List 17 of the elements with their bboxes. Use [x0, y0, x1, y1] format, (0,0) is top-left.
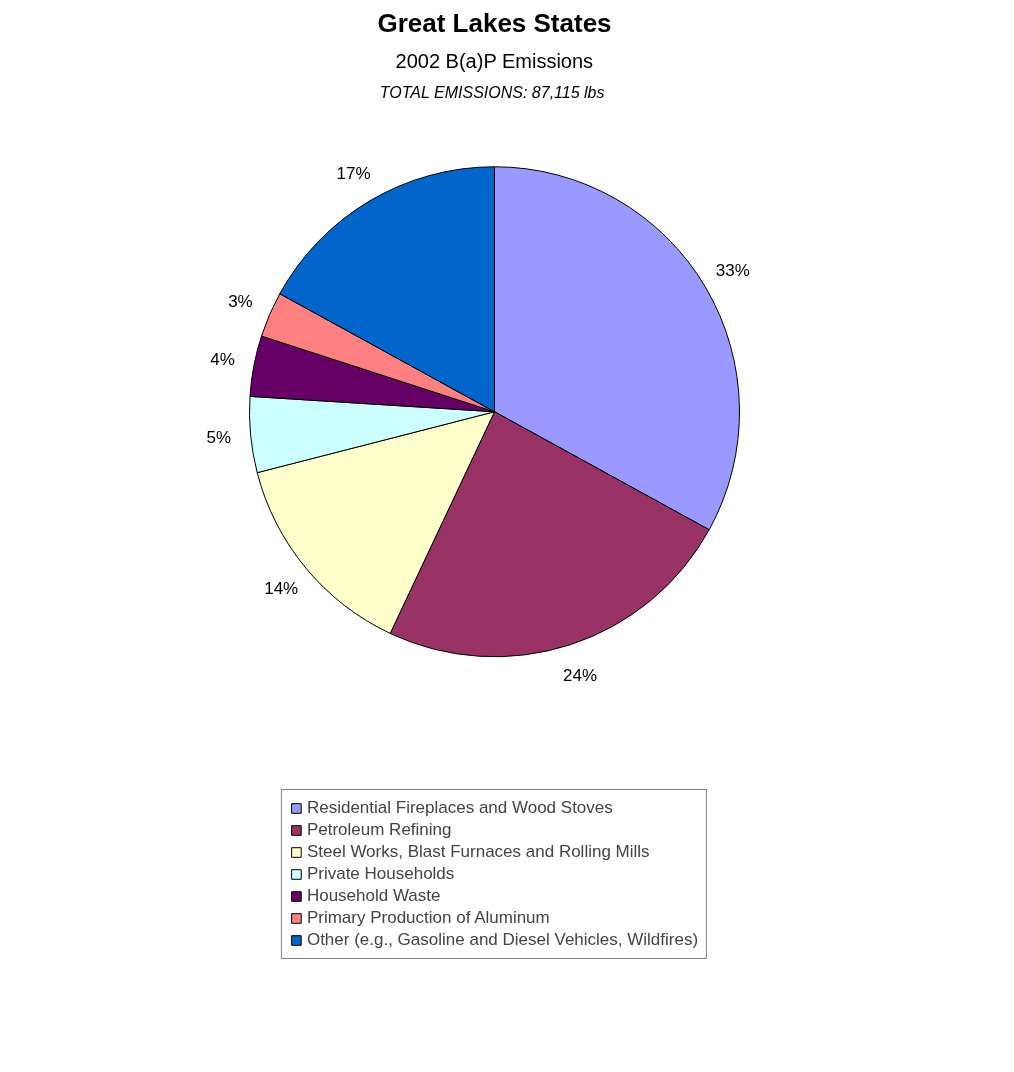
chart-title: Great Lakes States: [377, 7, 612, 38]
data-label: 14%: [264, 578, 299, 598]
data-label: 33%: [715, 261, 750, 281]
legend-label: Petroleum Refining: [306, 820, 452, 840]
legend-label: Other (e.g., Gasoline and Diesel Vehicles, Wildfires): [306, 930, 699, 950]
legend-label: Private Households: [306, 864, 455, 884]
legend-label: Residential Fireplaces and Wood Stoves: [306, 798, 613, 818]
chart-subtitle: 2002 B(a)P Emissions: [395, 49, 594, 72]
text: TOTAL EMISSIONS: 87,115 lbs: [379, 83, 605, 101]
data-label: 24%: [563, 665, 598, 685]
data-label: 17%: [336, 163, 371, 183]
data-label: 5%: [206, 428, 232, 448]
legend-label: Steel Works, Blast Furnaces and Rolling Mills: [306, 842, 650, 862]
legend-label: Household Waste: [306, 886, 441, 906]
data-label: 4%: [210, 350, 235, 370]
legend-label: Primary Production of Aluminum: [306, 908, 550, 928]
data-label: 3%: [228, 292, 253, 312]
